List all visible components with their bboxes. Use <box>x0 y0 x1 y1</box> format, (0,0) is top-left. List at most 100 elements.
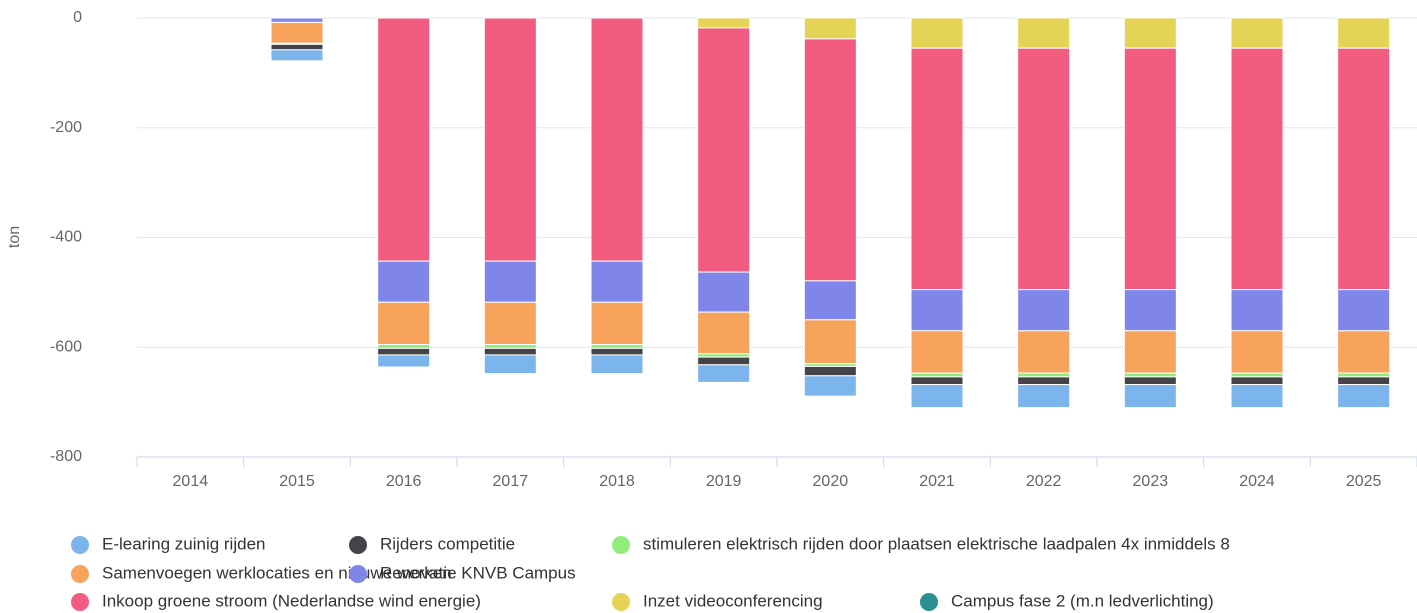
bar-segment <box>697 17 751 29</box>
legend-label: stimuleren elektrisch rijden door plaats… <box>643 534 1230 553</box>
bar-segment <box>1123 330 1177 374</box>
bar-segment <box>803 38 857 282</box>
x-tick-label: 2016 <box>386 473 422 490</box>
bar-segment <box>1017 289 1071 332</box>
legend-label: Renovatie KNVB Campus <box>380 563 576 582</box>
bar-segment <box>803 319 857 365</box>
y-tick-label: -200 <box>50 119 82 136</box>
legend-label: Inzet videoconferencing <box>643 591 823 610</box>
x-tick-label: 2019 <box>706 473 742 490</box>
bar-segment <box>377 354 431 368</box>
bar-segment <box>1230 17 1284 49</box>
legend-label: E-learing zuinig rijden <box>102 534 265 553</box>
bar-segment <box>1337 330 1391 374</box>
bar-segment <box>910 384 964 409</box>
bar-segment <box>1230 372 1284 378</box>
bar-segment <box>1017 376 1071 386</box>
bar-segment <box>377 17 431 262</box>
bar-segment <box>803 17 857 40</box>
x-tick-label: 2022 <box>1026 473 1062 490</box>
bar-segment <box>590 354 644 375</box>
bar-segment <box>1230 47 1284 291</box>
bar-segment <box>697 356 751 366</box>
x-tick-label: 2018 <box>599 473 635 490</box>
bar-segment <box>483 354 537 375</box>
bar-segment <box>1017 372 1071 378</box>
x-tick-label: 2014 <box>173 473 209 490</box>
bar-segment <box>1337 372 1391 378</box>
bar-segment <box>1017 17 1071 49</box>
legend-marker <box>71 536 89 554</box>
bar-segment <box>270 43 324 51</box>
legend-marker <box>349 565 367 583</box>
x-tick-label: 2023 <box>1133 473 1169 490</box>
bar-segment <box>910 17 964 49</box>
bar-segment <box>1123 384 1177 409</box>
bar-segment <box>377 301 431 346</box>
bar-segment <box>377 344 431 349</box>
bar-segment <box>803 280 857 321</box>
bar-segment <box>697 271 751 313</box>
bar-segment <box>483 17 537 262</box>
x-tick-label: 2020 <box>813 473 849 490</box>
y-tick-label: 0 <box>73 9 82 26</box>
bar-segment <box>1337 17 1391 49</box>
bar-segment <box>1123 376 1177 386</box>
bar-segment <box>1017 47 1071 291</box>
bar-segment <box>590 344 644 349</box>
legend-marker <box>71 593 89 611</box>
bar-segment <box>483 344 537 349</box>
bar-segment <box>1230 330 1284 374</box>
x-tick-label: 2024 <box>1239 473 1275 490</box>
bar-segment <box>1230 289 1284 332</box>
bar-segment <box>910 47 964 291</box>
x-tick-label: 2015 <box>279 473 315 490</box>
bar-segment <box>1230 384 1284 409</box>
legend-marker <box>349 536 367 554</box>
legend-marker <box>612 536 630 554</box>
x-tick-label: 2017 <box>493 473 529 490</box>
bar-segment <box>803 365 857 377</box>
bar-segment <box>1337 376 1391 386</box>
bar-segment <box>590 17 644 262</box>
bar-segment <box>590 260 644 303</box>
bar-segment <box>697 27 751 273</box>
bar-segment <box>483 301 537 346</box>
x-tick-label: 2021 <box>919 473 955 490</box>
bar-segment <box>483 260 537 303</box>
legend-marker <box>920 593 938 611</box>
bar-segment <box>590 347 644 356</box>
legend-label: Rijders competitie <box>380 534 515 553</box>
bar-segment <box>590 301 644 346</box>
y-axis-label: ton <box>6 226 23 248</box>
bar-segment <box>270 21 324 44</box>
bar-segment <box>697 311 751 355</box>
bar-segment <box>910 289 964 332</box>
bar-segment <box>1123 17 1177 49</box>
bar-segment <box>697 364 751 383</box>
bar-segment <box>1230 376 1284 386</box>
legend-marker <box>612 593 630 611</box>
bar-segment <box>1337 47 1391 291</box>
y-tick-label: -600 <box>50 338 82 355</box>
legend-marker <box>71 565 89 583</box>
bar-segment <box>1017 330 1071 374</box>
bar-segment <box>910 372 964 378</box>
bar-segment <box>910 330 964 374</box>
legend-label: Campus fase 2 (m.n ledverlichting) <box>951 591 1214 610</box>
bar-segment <box>1123 47 1177 291</box>
x-tick-label: 2025 <box>1346 473 1382 490</box>
bar-segment <box>270 49 324 62</box>
bar-segment <box>270 17 324 23</box>
bar-segment <box>483 347 537 356</box>
bar-segment <box>377 347 431 356</box>
bar-segment <box>1017 384 1071 409</box>
bar-segment <box>1337 384 1391 409</box>
y-tick-label: -800 <box>50 448 82 465</box>
bar-segment <box>377 260 431 303</box>
bar-segment <box>1123 289 1177 332</box>
bar-segment <box>910 376 964 386</box>
bar-segment <box>803 375 857 397</box>
y-tick-label: -400 <box>50 229 82 246</box>
